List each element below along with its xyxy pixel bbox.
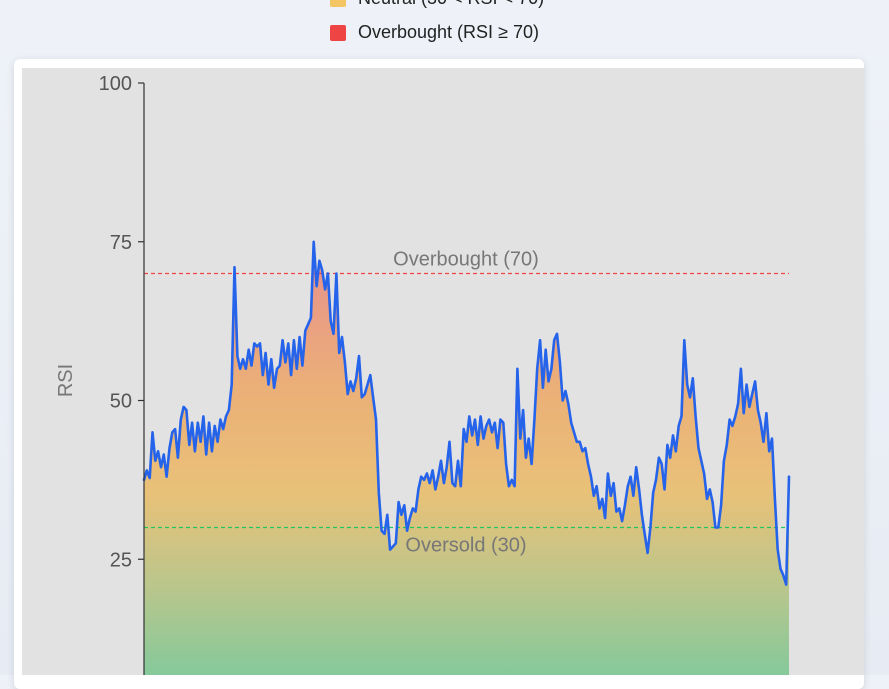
y-tick-label: 50 — [110, 391, 132, 413]
legend-swatch-neutral — [330, 0, 346, 7]
y-axis-ticks: 25 50 75 100 — [99, 73, 144, 571]
overbought-label: Overbought (70) — [393, 249, 539, 271]
rsi-chart: Overbought (70) Oversold (30) 255075100 … — [22, 68, 864, 675]
chart-legend: Neutral (30 < RSI < 70) Overbought (RSI … — [0, 0, 889, 56]
rsi-area — [144, 241, 789, 675]
oversold-label: Oversold (30) — [405, 535, 526, 557]
legend-label-neutral: Neutral (30 < RSI < 70) — [358, 0, 544, 9]
legend-item-overbought[interactable]: Overbought (RSI ≥ 70) — [330, 22, 539, 43]
legend-label-overbought: Overbought (RSI ≥ 70) — [358, 22, 539, 42]
rsi-series-line[interactable] — [142, 240, 791, 586]
y-tick-label: 25 — [110, 549, 132, 571]
y-tick-label: 75 — [110, 232, 132, 254]
y-tick-label: 100 — [99, 73, 132, 95]
y-axis-title: RSI — [55, 364, 77, 397]
legend-item-neutral[interactable]: Neutral (30 < RSI < 70) — [330, 0, 544, 9]
legend-swatch-overbought — [330, 24, 346, 41]
